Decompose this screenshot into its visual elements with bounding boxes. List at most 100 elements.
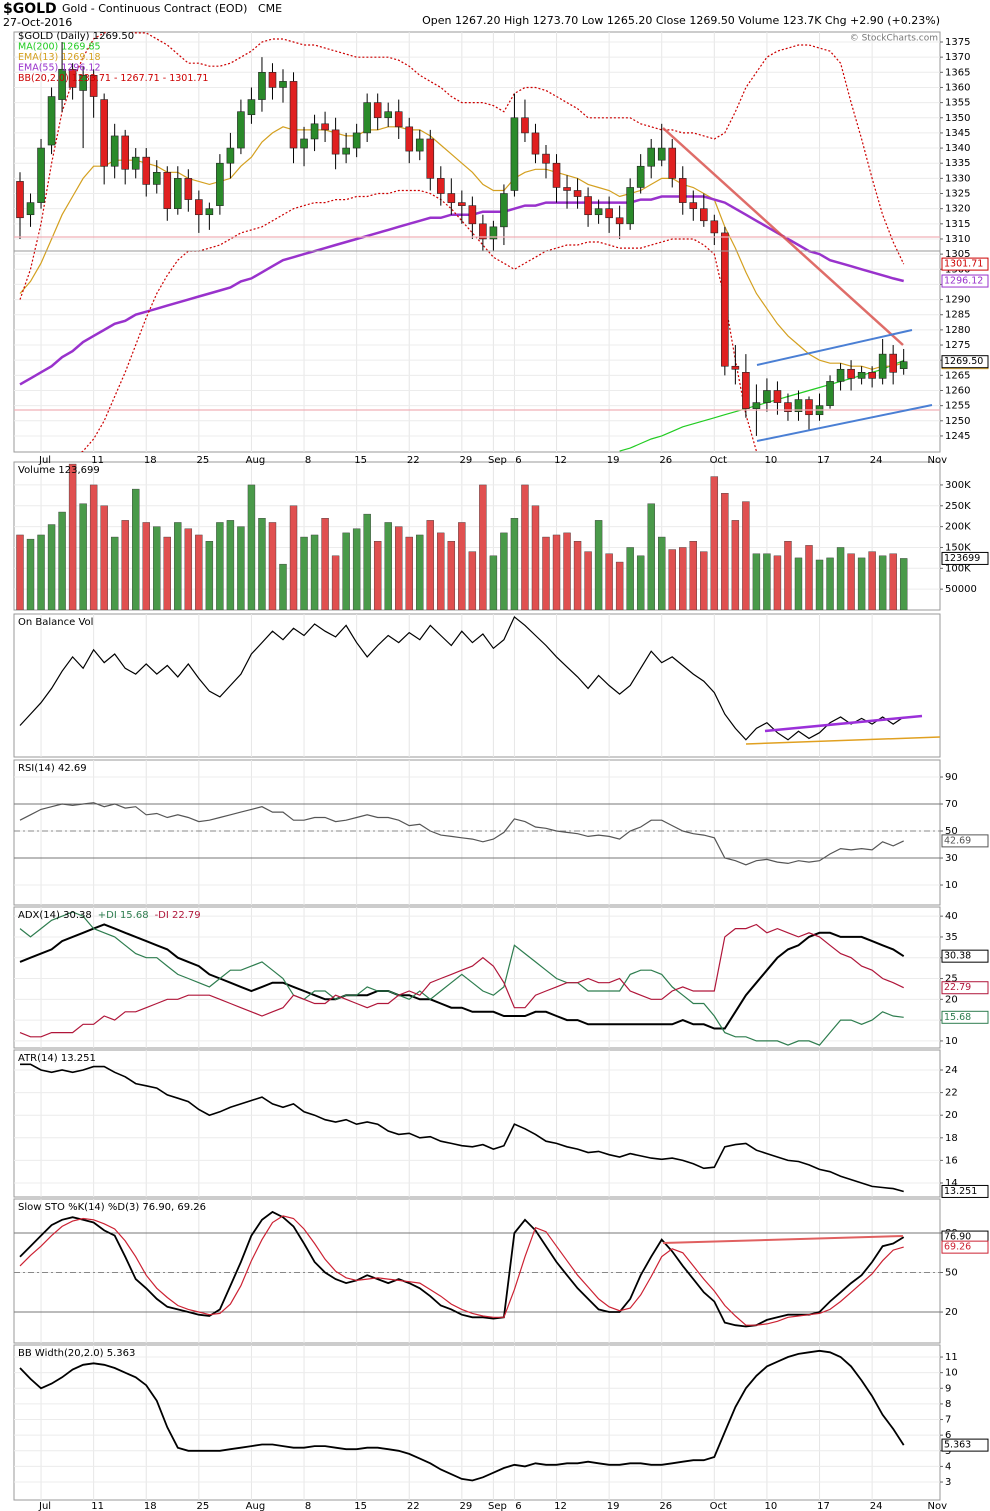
- legend-entry: +DI 15.68: [98, 910, 149, 921]
- y-tick-label: 50: [945, 826, 958, 837]
- volume-bar: [899, 558, 908, 610]
- panel-title: BB Width(20,2.0) 5.363: [18, 1348, 135, 1359]
- volume-bar: [426, 520, 434, 610]
- volume-bar: [342, 532, 350, 610]
- panel-frame: [13, 906, 941, 1049]
- x-tick-label: 11: [91, 455, 104, 466]
- candle-body: [847, 368, 855, 379]
- series-line: [19, 911, 904, 1046]
- panel: 10 30 50 70 90 42.69 RSI(14) 42.69: [13, 759, 989, 906]
- volume-bar: [68, 463, 77, 610]
- y-tick-label: 1320: [945, 204, 970, 215]
- candle-body: [689, 202, 698, 209]
- series-line: [19, 923, 905, 1030]
- volume-bar: [237, 526, 245, 610]
- x-tick-label: 19: [607, 1501, 620, 1511]
- x-tick-label: 29: [459, 455, 472, 466]
- candle-body: [447, 193, 456, 203]
- candle-body: [805, 399, 813, 416]
- end-label: 123699: [944, 553, 980, 564]
- volume-bar: [500, 532, 508, 610]
- x-tick-label: 10: [765, 1501, 778, 1511]
- y-tick-label: 1365: [945, 67, 970, 78]
- plot-area: [16, 463, 908, 610]
- volume-bar: [79, 503, 87, 610]
- volume-bar: [584, 551, 592, 610]
- y-tick-label: 1325: [945, 189, 970, 200]
- y-tick-label: 35: [945, 932, 958, 943]
- y-tick-label: 20: [945, 1110, 958, 1121]
- x-tick-label: 18: [144, 1501, 157, 1511]
- volume-bar: [47, 524, 56, 610]
- volume-bar: [395, 526, 403, 610]
- x-tick-label: Aug: [246, 1501, 266, 1511]
- y-tick-label: 18: [945, 1133, 958, 1144]
- y-tick-label: 1330: [945, 173, 970, 184]
- volume-bar: [721, 493, 729, 610]
- y-tick-label: 16: [945, 1155, 958, 1166]
- volume-bar: [100, 505, 108, 610]
- candle-body: [237, 111, 245, 149]
- x-tick-label: Jul: [38, 1501, 51, 1511]
- volume-bar: [132, 488, 140, 610]
- y-tick-label: 3: [945, 1477, 951, 1488]
- y-tick-label: 9: [945, 1383, 951, 1394]
- panel-title: ATR(14) 13.251: [18, 1053, 96, 1064]
- x-tick-label: 25: [196, 455, 209, 466]
- candle-body: [142, 156, 151, 185]
- volume-bar: [636, 555, 645, 610]
- end-label: 13.251: [944, 1186, 977, 1197]
- y-tick-label: 70: [945, 799, 958, 810]
- end-label: 76.90: [944, 1232, 971, 1243]
- candle-body: [47, 96, 56, 146]
- end-label-box: [941, 551, 989, 565]
- legend-entry: ADX(14) 30.38: [18, 910, 92, 921]
- end-label: 42.69: [944, 835, 971, 846]
- y-tick-label: 1245: [945, 431, 970, 442]
- exchange: CME: [258, 2, 282, 15]
- panel: 50000 100K 150K 200K 250K 300K 123699 Volume 12…: [13, 461, 989, 611]
- candle-body: [489, 226, 498, 240]
- x-tick-label: 22: [407, 455, 420, 466]
- candle-body: [836, 368, 845, 382]
- volume-bar: [458, 522, 466, 610]
- candle-body: [384, 111, 393, 119]
- series-line: [80, 189, 758, 452]
- y-tick-label: 1370: [945, 52, 970, 63]
- candle-body: [773, 390, 782, 403]
- panel-frame: [13, 1344, 941, 1501]
- y-tick-label: 1290: [945, 295, 970, 306]
- x-tick-label: Sep: [488, 1501, 507, 1511]
- panel-title: Slow STO %K(14) %D(3) 76.90, 69.26: [18, 1202, 206, 1213]
- volume-bar: [868, 551, 876, 610]
- volume-bar: [710, 476, 719, 610]
- y-tick-label: 25: [945, 974, 958, 985]
- volume-bar: [878, 555, 887, 610]
- y-tick-label: 1345: [945, 128, 970, 139]
- y-tick-label: 10: [945, 880, 958, 891]
- x-tick-label: 19: [607, 455, 620, 466]
- candle-body: [289, 81, 298, 149]
- legend-title: $GOLD (Daily) 1269.50: [18, 31, 134, 42]
- candle-body: [605, 208, 613, 219]
- candle-body: [394, 111, 403, 128]
- volume-bar: [889, 553, 897, 610]
- y-tick-label: 8: [945, 1399, 951, 1410]
- date: 27-Oct-2016: [3, 16, 72, 29]
- candle-body: [763, 390, 771, 403]
- volume-bar: [300, 536, 308, 610]
- candle-body: [195, 199, 203, 216]
- candle-body: [584, 196, 592, 216]
- plot-area: [20, 1063, 904, 1193]
- end-label: 1301.71: [944, 259, 983, 270]
- legend-entry: MA(200) 1269.85: [18, 42, 101, 53]
- x-tick-label: Oct: [710, 1501, 727, 1511]
- candle-body: [500, 193, 508, 228]
- x-tick-label: Nov: [927, 455, 947, 466]
- panel-frame: [13, 1049, 941, 1198]
- candle-body: [174, 178, 182, 209]
- candle-body: [626, 187, 634, 225]
